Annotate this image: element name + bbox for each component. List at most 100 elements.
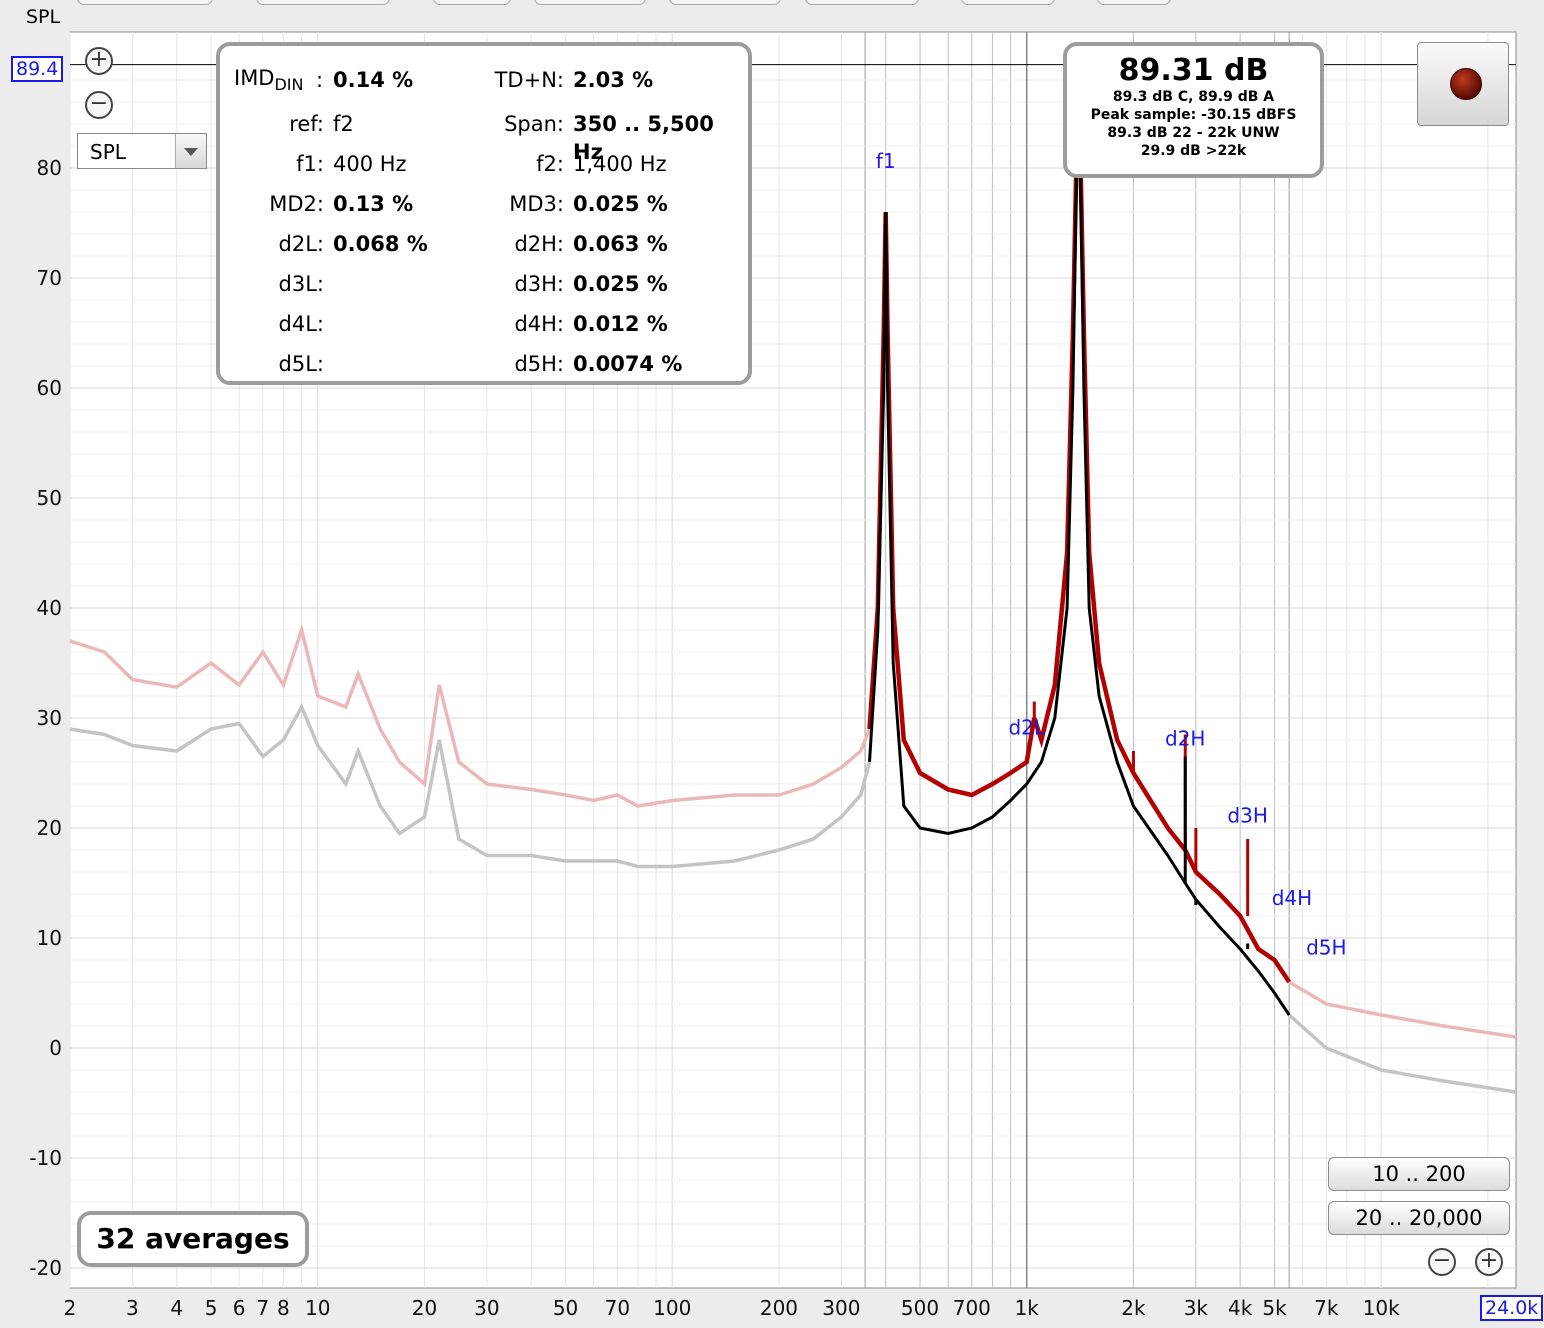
axis-ticks: -20 -10 0 10 20 30 40 50 60 70 80 2 3 4 5 6 7 8 10 20 30 50 70… <box>29 156 1400 1320</box>
marker-label-f1: f1 <box>876 149 896 173</box>
d2h-label: d2H: <box>514 232 564 256</box>
frequency-readout[interactable]: 24.0k <box>1480 1295 1544 1321</box>
level-line: Peak sample: -30.15 dBFS <box>1090 107 1297 123</box>
x-tick-label: 3k <box>1184 1296 1209 1320</box>
d2l-label: d2L: <box>278 232 324 256</box>
x-tick-label: 30 <box>474 1296 499 1320</box>
zoom-in-vertical-icon[interactable]: + <box>85 47 113 75</box>
zoom-out-vertical-icon[interactable]: − <box>85 91 113 119</box>
md2-value: 0.13 % <box>333 192 414 216</box>
traces <box>69 57 1517 1094</box>
zoom-in-horizontal-icon[interactable]: + <box>1475 1248 1503 1276</box>
td-label: TD+N: <box>494 68 564 92</box>
x-tick-label: 500 <box>901 1296 939 1320</box>
x-tick-label: 3 <box>126 1296 139 1320</box>
marker-label-d3H: d3H <box>1227 804 1267 828</box>
ref-label: ref: <box>289 112 324 136</box>
trace-in-span <box>867 57 1292 984</box>
x-tick-label: 700 <box>953 1296 991 1320</box>
d5l-label: d5L: <box>278 352 324 376</box>
y-tick-label: 60 <box>37 376 62 400</box>
x-tick-label: 4k <box>1228 1296 1253 1320</box>
x-tick-label: 2k <box>1121 1296 1146 1320</box>
y-tick-label: -10 <box>29 1146 62 1170</box>
trace-faded-high <box>1288 1013 1517 1094</box>
y-tick-label: 0 <box>49 1036 62 1060</box>
trace-faded-low <box>69 623 872 808</box>
x-tick-label: 20 <box>412 1296 437 1320</box>
f1-label: f1: <box>296 152 324 176</box>
spl-select-value: SPL <box>90 140 126 164</box>
d4l-label: d4L: <box>278 312 324 336</box>
zoom-out-horizontal-icon[interactable]: − <box>1428 1248 1456 1276</box>
imd-results-panel: IMDDIN : 0.14 % TD+N: 2.03 % ref: f2 Spa… <box>216 42 752 385</box>
x-tick-label: 100 <box>653 1296 691 1320</box>
x-tick-label: 5 <box>205 1296 218 1320</box>
range-button-20-20000[interactable]: 20 .. 20,000 <box>1328 1201 1510 1235</box>
y-tick-label: -20 <box>29 1256 62 1280</box>
spl-select[interactable]: SPL <box>77 133 207 169</box>
x-tick-label: 5k <box>1262 1296 1287 1320</box>
record-icon <box>1450 68 1482 100</box>
y-tick-label: 30 <box>37 706 62 730</box>
x-tick-label: 6 <box>233 1296 246 1320</box>
imd-label: IMDDIN <box>234 64 304 95</box>
harmonic-markers: f1f2d2Ld2Hd3Hd4Hd5H <box>876 50 1347 960</box>
imd-value: 0.14 % <box>333 68 414 92</box>
d4h-value: 0.012 % <box>573 312 668 336</box>
f2-label: f2: <box>536 152 564 176</box>
d2l-value: 0.068 % <box>333 232 428 256</box>
y-tick-label: 50 <box>37 486 62 510</box>
level-line: 89.3 dB 22 - 22k UNW <box>1107 125 1280 141</box>
level-main: 89.31 dB <box>1118 53 1269 88</box>
d5h-label: d5H: <box>514 352 564 376</box>
y-tick-label: 70 <box>37 266 62 290</box>
imd-colon: : <box>316 68 324 92</box>
d3l-label: d3L: <box>278 272 324 296</box>
y-tick-label: 40 <box>37 596 62 620</box>
x-tick-label: 2 <box>64 1296 77 1320</box>
d3h-label: d3H: <box>514 272 564 296</box>
x-tick-label: 200 <box>760 1296 798 1320</box>
x-tick-label: 1k <box>1015 1296 1040 1320</box>
trace-faded-high <box>1288 980 1517 1039</box>
toolbar-strip <box>0 0 1544 10</box>
chevron-down-icon[interactable] <box>175 134 206 168</box>
y-tick-label: 20 <box>37 816 62 840</box>
level-line: 89.3 dB C, 89.9 dB A <box>1112 89 1275 105</box>
range-button-10-200[interactable]: 10 .. 200 <box>1328 1157 1510 1191</box>
imd-label-sub: DIN <box>274 75 304 95</box>
imd-label-main: IMD <box>234 66 275 90</box>
d5h-value: 0.0074 % <box>573 352 683 376</box>
level-readout[interactable]: 89.4 <box>11 56 64 82</box>
trace-faded-low <box>69 702 872 869</box>
y-tick-label: 10 <box>37 926 62 950</box>
x-tick-label: 8 <box>277 1296 290 1320</box>
f1-value: 400 Hz <box>333 152 407 176</box>
marker-label-d5H: d5H <box>1306 936 1346 960</box>
marker-label-d2L: d2L <box>1008 716 1045 740</box>
x-tick-label: 70 <box>605 1296 630 1320</box>
x-tick-label: 4 <box>170 1296 183 1320</box>
y-axis-title: SPL <box>26 6 61 28</box>
y-tick-label: 80 <box>37 156 62 180</box>
f2-value: 1,400 Hz <box>573 152 667 176</box>
ref-value: f2 <box>333 112 354 136</box>
marker-label-d4H: d4H <box>1272 886 1312 910</box>
x-tick-label: 300 <box>822 1296 860 1320</box>
x-tick-label: 10 <box>305 1296 330 1320</box>
d4h-label: d4H: <box>514 312 564 336</box>
d2h-value: 0.063 % <box>573 232 668 256</box>
span-value: 350 .. 5,500 Hz <box>573 112 714 164</box>
record-button[interactable] <box>1417 42 1509 126</box>
level-line: 29.9 dB >22k <box>1140 143 1247 159</box>
averages-counter: 32 averages <box>77 1211 309 1267</box>
td-value: 2.03 % <box>573 68 654 92</box>
level-panel: 89.31 dB 89.3 dB C, 89.9 dB A Peak sampl… <box>1063 42 1324 178</box>
x-tick-label: 10k <box>1363 1296 1400 1320</box>
d3h-value: 0.025 % <box>573 272 668 296</box>
md2-label: MD2: <box>269 192 324 216</box>
x-tick-label: 50 <box>553 1296 578 1320</box>
marker-label-d2H: d2H <box>1165 727 1205 751</box>
